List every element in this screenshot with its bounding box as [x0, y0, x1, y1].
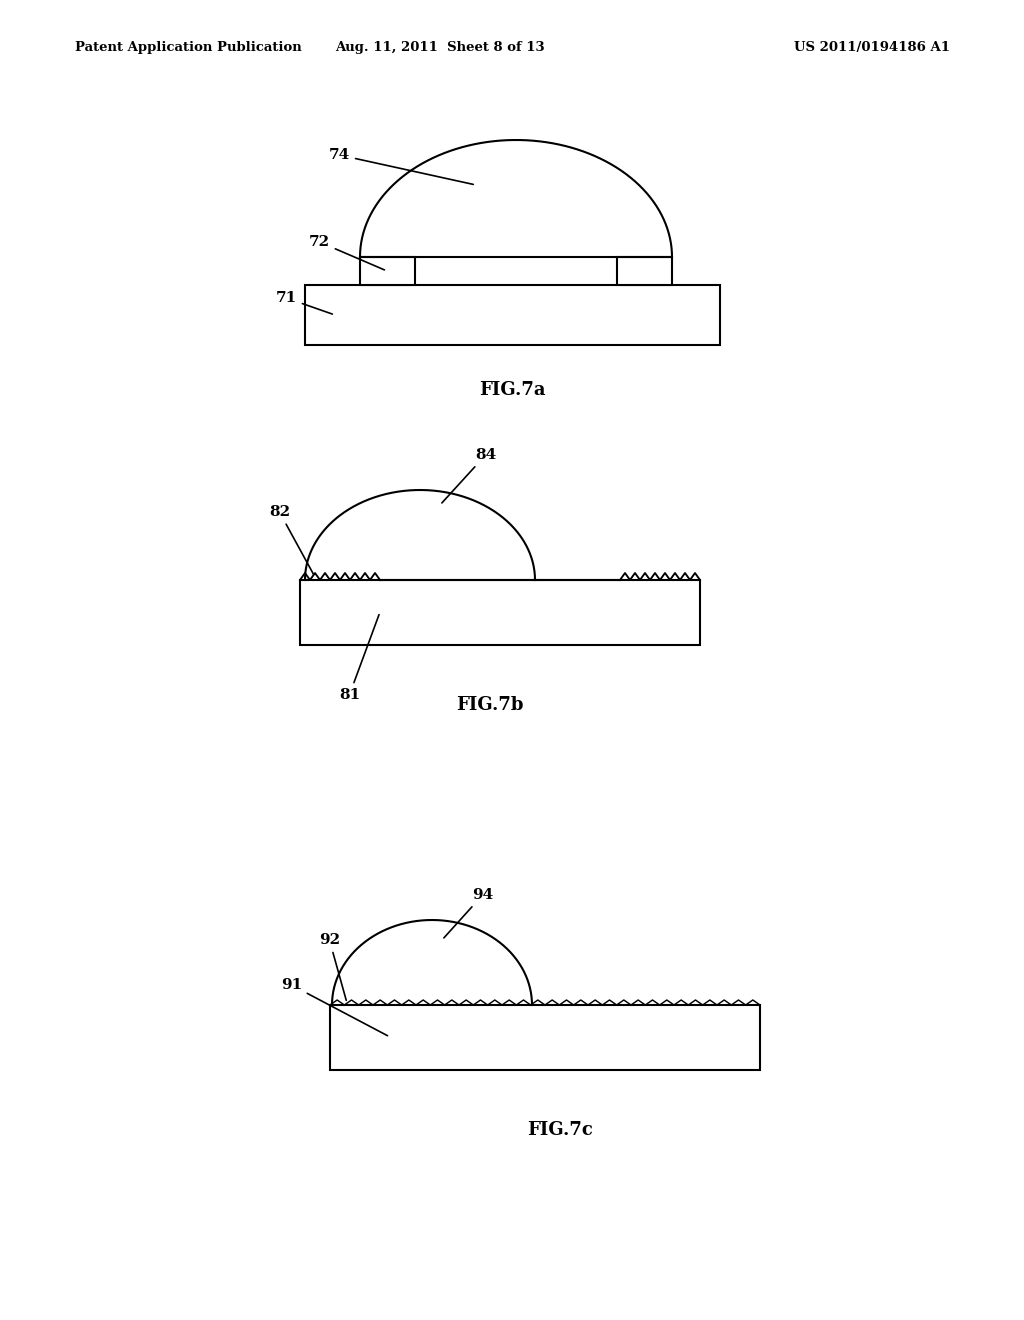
Text: FIG.7b: FIG.7b: [457, 696, 523, 714]
Text: 92: 92: [318, 933, 346, 1001]
Text: 94: 94: [443, 888, 494, 939]
Bar: [360, 257, 415, 285]
Bar: [330, 1005, 760, 1071]
Text: 74: 74: [329, 148, 473, 185]
Text: 82: 82: [269, 506, 313, 574]
Text: 71: 71: [275, 290, 333, 314]
Text: 81: 81: [339, 615, 379, 702]
Bar: [305, 285, 720, 345]
Text: FIG.7a: FIG.7a: [479, 381, 545, 399]
Text: 84: 84: [442, 447, 497, 503]
Text: Aug. 11, 2011  Sheet 8 of 13: Aug. 11, 2011 Sheet 8 of 13: [335, 41, 545, 54]
Bar: [300, 579, 700, 645]
Text: 91: 91: [281, 978, 387, 1036]
Text: FIG.7c: FIG.7c: [527, 1121, 593, 1139]
Text: US 2011/0194186 A1: US 2011/0194186 A1: [794, 41, 950, 54]
Bar: [617, 257, 672, 285]
Text: Patent Application Publication: Patent Application Publication: [75, 41, 302, 54]
Text: 72: 72: [309, 235, 384, 269]
